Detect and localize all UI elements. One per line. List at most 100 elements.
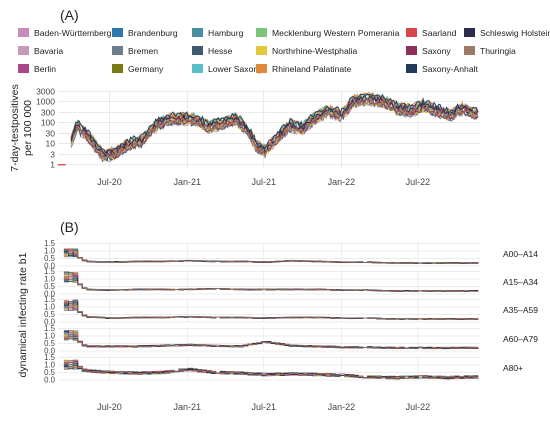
legend-item: Berlin <box>18 64 56 74</box>
y-tick-label: 1000 <box>36 96 55 106</box>
legend-label: Lower Saxony <box>208 64 263 74</box>
legend-swatch <box>406 46 417 55</box>
legend-item: Schleswig Holstein <box>464 28 550 38</box>
y-tick-label: 1.5 <box>44 324 56 333</box>
legend-swatch <box>18 64 29 73</box>
y-tick-label: 0.5 <box>44 254 56 263</box>
series-line <box>63 301 479 320</box>
series-line <box>63 302 479 320</box>
facet-3: 0.00.51.01.5 A60–A79 <box>44 324 538 356</box>
x-tick-label: Jan-21 <box>173 402 201 412</box>
legend-label: Brandenburg <box>128 28 178 38</box>
legend-label: Northrhine-Westphalia <box>272 46 358 56</box>
legend-label: Hesse <box>208 46 233 56</box>
series-line <box>63 305 479 320</box>
legend-item: Bremen <box>112 46 158 56</box>
series-line <box>63 300 479 320</box>
legend-label: Bavaria <box>34 46 63 56</box>
facet-1: 0.00.51.01.5 A15–A34 <box>44 267 538 299</box>
legend-swatch <box>406 28 417 37</box>
legend-swatch <box>192 46 203 55</box>
legend-swatch <box>192 64 203 73</box>
legend-item: Thuringia <box>464 46 516 56</box>
series-line <box>63 301 479 320</box>
facet-2: 0.00.51.01.5 A35–A59 <box>44 295 538 327</box>
facet-label: A80+ <box>503 363 523 373</box>
x-tick-label: Jan-21 <box>173 177 201 187</box>
legend-item: Rhineland Palatinate <box>256 64 352 74</box>
legend-swatch <box>192 28 203 37</box>
legend-swatch <box>464 28 475 37</box>
y-tick-label: 0.0 <box>44 262 56 271</box>
y-tick-label: 10 <box>46 139 56 149</box>
legend-item: Hamburg <box>192 28 244 38</box>
x-tick-label: Jul-20 <box>97 402 122 412</box>
y-tick-label: 1.0 <box>44 247 56 256</box>
legend-swatch <box>112 64 123 73</box>
y-tick-label: 1 <box>50 160 55 170</box>
series-line <box>63 302 479 320</box>
legend-label: Mecklenburg Western Pomerania <box>272 28 400 38</box>
legend-item: Hesse <box>192 46 233 56</box>
x-tick-label: Jul-22 <box>406 177 431 187</box>
series-line <box>63 360 479 380</box>
legend-label: Rhineland Palatinate <box>272 64 352 74</box>
panel-b-chart: 0.00.51.01.5A00–A140.00.51.01.5A15–A340.… <box>17 239 538 412</box>
legend-label: Schleswig Holstein <box>480 28 550 38</box>
legend-swatch <box>112 46 123 55</box>
legend-label: Saxony-Anhalt <box>422 64 479 74</box>
series-line <box>63 248 478 264</box>
series-line <box>63 271 479 292</box>
y-tick-label: 100 <box>41 118 55 128</box>
y-tick-label: 1.0 <box>44 275 56 284</box>
legend-label: Berlin <box>34 64 56 74</box>
panel-a-label: (A) <box>60 7 79 23</box>
y-tick-label: 0.0 <box>44 318 56 327</box>
y-tick-label: 1.5 <box>44 295 56 304</box>
facet-label: A15–A34 <box>503 277 538 287</box>
legend-label: Bremen <box>128 46 158 56</box>
y-tick-label: 1.5 <box>44 239 56 248</box>
series-line <box>63 330 479 350</box>
series-line <box>63 299 479 320</box>
x-tick-label: Jan-22 <box>328 402 356 412</box>
x-tick-label: Jul-22 <box>406 402 431 412</box>
panel-b-label: (B) <box>60 219 79 235</box>
legend-label: Hamburg <box>208 28 244 38</box>
y-axis-label-line: per 100 000 <box>22 100 34 156</box>
legend-swatch <box>464 46 475 55</box>
legend-item: Lower Saxony <box>192 64 263 74</box>
y-tick-label: 0.5 <box>44 339 56 348</box>
legend-swatch <box>256 64 267 73</box>
series-line <box>70 97 479 161</box>
x-tick-label: Jul-20 <box>97 177 122 187</box>
legend-swatch <box>256 46 267 55</box>
y-tick-label: 1.5 <box>44 353 56 362</box>
y-tick-label: 300 <box>41 107 55 117</box>
legend-swatch <box>112 28 123 37</box>
y-tick-label: 1.0 <box>44 332 56 341</box>
y-tick-label: 0.0 <box>44 347 56 356</box>
series-line <box>63 273 479 292</box>
legend-item: Northrhine-Westphalia <box>256 46 358 56</box>
legend-item: Mecklenburg Western Pomerania <box>256 28 400 38</box>
series-line <box>63 300 479 320</box>
facet-0: 0.00.51.01.5 A00–A14 <box>44 239 538 271</box>
legend-item: Saxony-Anhalt <box>406 64 479 74</box>
facet-label: A00–A14 <box>503 249 538 259</box>
legend-item: Germany <box>112 64 164 74</box>
x-tick-label: Jul-21 <box>251 177 276 187</box>
series-line <box>63 301 479 320</box>
y-tick-label: 1.5 <box>44 267 56 276</box>
facet-label: A60–A79 <box>503 334 538 344</box>
y-tick-label: 3000 <box>36 86 55 96</box>
y-axis-label-line: 7-day-testpositives <box>9 84 21 172</box>
legend-item: Saxony <box>406 46 451 56</box>
legend-item: Baden-Württemberg <box>18 28 112 38</box>
legend-label: Germany <box>128 64 164 74</box>
series-line <box>63 272 479 292</box>
legend-label: Saarland <box>422 28 457 38</box>
y-tick-label: 3 <box>50 150 55 160</box>
series-line <box>63 364 479 380</box>
